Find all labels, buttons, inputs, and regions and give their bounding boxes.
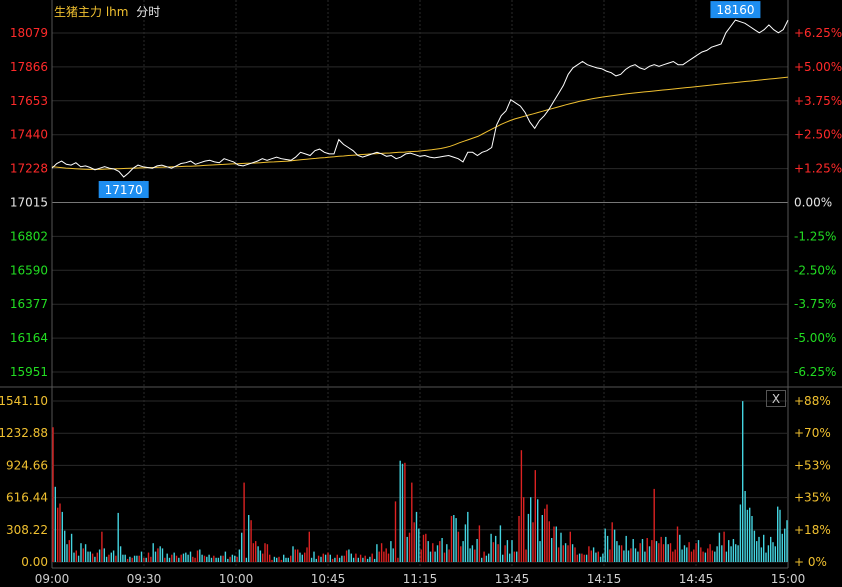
mode-label: 分时 — [136, 5, 161, 19]
low-price-badge: 17170 — [98, 181, 149, 199]
pct-tick-label: +5.00% — [794, 60, 842, 74]
chart-header: 生猪主力 lhm 分时 — [54, 3, 160, 20]
volume-tick-label: 924.66 — [6, 458, 48, 472]
time-tick-label: 09:30 — [127, 572, 162, 586]
price-tick-label: 18079 — [10, 26, 48, 40]
pct-tick-label: -2.50% — [794, 263, 836, 277]
time-tick-label: 14:15 — [587, 572, 622, 586]
volume-pct-tick-label: +53% — [794, 458, 831, 472]
price-tick-label: 16377 — [10, 297, 48, 311]
price-badges: 18160 17170 — [98, 1, 761, 199]
volume-pct-tick-label: + 0% — [794, 555, 827, 569]
volume-tick-label: 616.44 — [6, 491, 48, 505]
pct-tick-label: -1.25% — [794, 229, 836, 243]
time-tick-label: 10:00 — [219, 572, 254, 586]
badge-label: 17170 — [105, 183, 143, 197]
price-tick-label: 17866 — [10, 60, 48, 74]
price-line — [51, 19, 789, 178]
pct-tick-label: -6.25% — [794, 365, 836, 379]
pct-tick-label: +2.50% — [794, 128, 842, 142]
grid — [0, 0, 842, 569]
pct-tick-label: -5.00% — [794, 331, 836, 345]
volume-bars — [52, 401, 788, 562]
volume-pct-tick-label: +35% — [794, 491, 831, 505]
volume-tick-label: 0.00 — [21, 555, 48, 569]
price-tick-label: 17015 — [10, 196, 48, 210]
volume-pct-tick-label: +18% — [794, 523, 831, 537]
pct-tick-label: 0.00% — [794, 196, 832, 210]
badge-label: 18160 — [716, 3, 754, 17]
pct-tick-label: +6.25% — [794, 26, 842, 40]
pct-tick-label: +3.75% — [794, 94, 842, 108]
time-tick-label: 13:45 — [495, 572, 530, 586]
pct-axis: +6.25% +5.00% +3.75% +2.50% +1.25% 0.00% -1.25… — [794, 26, 842, 379]
average-price-line — [51, 76, 789, 170]
time-axis: 09:00 09:30 10:00 10:45 11:15 13:45 14:15 14:45… — [35, 572, 806, 586]
badge-background — [710, 1, 761, 19]
high-price-badge: 18160 — [710, 1, 761, 19]
time-tick-label: 09:00 — [35, 572, 70, 586]
price-tick-label: 16164 — [10, 331, 48, 345]
badge-background — [98, 181, 149, 199]
volume-tick-label: 1541.10 — [0, 394, 48, 408]
close-volume-panel-button[interactable]: X — [766, 390, 786, 407]
volume-tick-label: 1232.88 — [0, 426, 48, 440]
volume-tick-label: 308.22 — [6, 523, 48, 537]
time-tick-label: 11:15 — [403, 572, 438, 586]
instrument-label: 生猪主力 lhm — [54, 5, 129, 19]
price-tick-label: 17653 — [10, 94, 48, 108]
time-tick-label: 15:00 — [771, 572, 806, 586]
pct-tick-label: +1.25% — [794, 162, 842, 176]
price-tick-label: 16802 — [10, 229, 48, 243]
pct-tick-label: -3.75% — [794, 297, 836, 311]
time-tick-label: 14:45 — [679, 572, 714, 586]
time-tick-label: 10:45 — [311, 572, 346, 586]
volume-axis: 1541.10 +88% 1232.88 +70% 924.66 +53% 616.44 +3… — [0, 394, 831, 569]
volume-pct-tick-label: +70% — [794, 426, 831, 440]
price-axis: 18079 17866 17653 17440 17228 17015 16802 16590… — [10, 26, 48, 379]
price-tick-label: 17440 — [10, 128, 48, 142]
volume-pct-tick-label: +88% — [794, 394, 831, 408]
price-tick-label: 17228 — [10, 162, 48, 176]
price-tick-label: 15951 — [10, 365, 48, 379]
price-tick-label: 16590 — [10, 263, 48, 277]
